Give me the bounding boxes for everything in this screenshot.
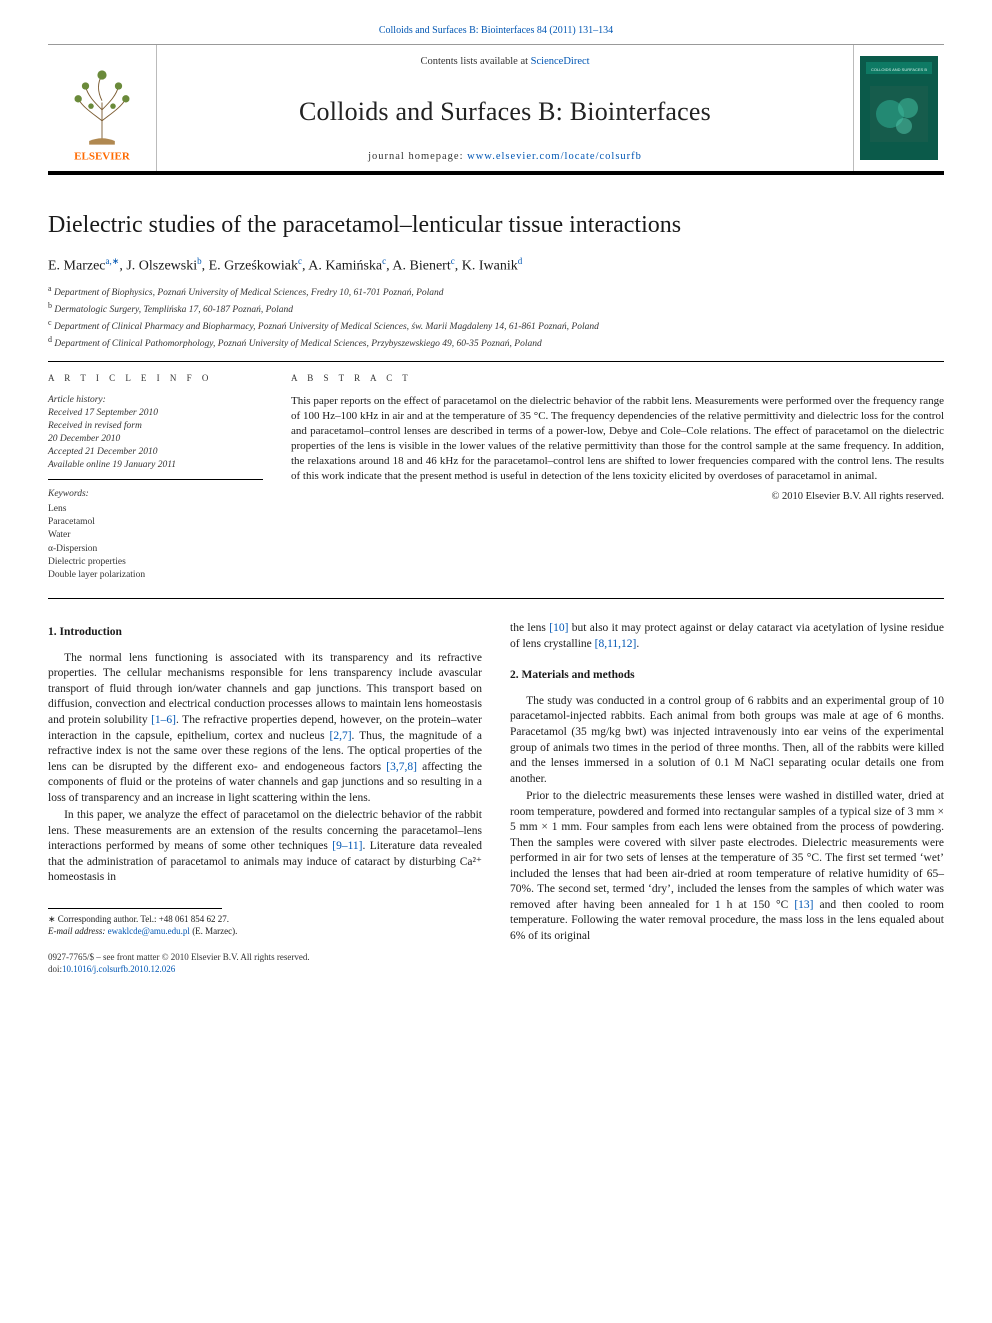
elsevier-logo: ELSEVIER: [48, 45, 156, 171]
journal-title: Colloids and Surfaces B: Biointerfaces: [167, 94, 843, 129]
article-info-heading: a r t i c l e i n f o: [48, 372, 263, 384]
citation-link[interactable]: [3,7,8]: [386, 761, 417, 773]
abstract-heading: a b s t r a c t: [291, 372, 944, 384]
corresponding-author-footnote: ∗ Corresponding author. Tel.: +48 061 85…: [48, 913, 482, 937]
front-matter-footer: 0927-7765/$ – see front matter © 2010 El…: [48, 951, 482, 975]
citation-link[interactable]: [10]: [549, 622, 568, 634]
doi-link[interactable]: 10.1016/j.colsurfb.2010.12.026: [62, 964, 175, 974]
contents-available-line: Contents lists available at ScienceDirec…: [167, 55, 843, 69]
rule: [48, 361, 944, 362]
affiliations: a Department of Biophysics, Poznań Unive…: [48, 284, 944, 351]
citation-link[interactable]: [1–6]: [151, 714, 176, 726]
running-citation: Colloids and Surfaces B: Biointerfaces 8…: [48, 24, 944, 38]
abstract-block: a b s t r a c t This paper reports on th…: [291, 372, 944, 582]
section-heading-methods: 2. Materials and methods: [510, 668, 944, 684]
article-title: Dielectric studies of the paracetamol–le…: [48, 209, 944, 241]
journal-cover-thumb: COLLOIDS AND SURFACES B: [854, 45, 944, 171]
keywords: Keywords: Lens Paracetamol Water α-Dispe…: [48, 488, 263, 582]
journal-homepage-link[interactable]: www.elsevier.com/locate/colsurfb: [467, 151, 642, 162]
rule: [48, 598, 944, 599]
author-list: E. Marzeca,∗, J. Olszewskib, E. Grześkow…: [48, 255, 944, 277]
body-text: 1. Introduction The normal lens function…: [48, 621, 944, 975]
article-history: Article history: Received 17 September 2…: [48, 394, 263, 480]
footnote-rule: [48, 908, 222, 909]
journal-header: ELSEVIER Contents lists available at Sci…: [48, 44, 944, 175]
email-link[interactable]: ewaklcde@amu.edu.pl: [108, 926, 190, 936]
citation-link[interactable]: [13]: [794, 899, 813, 911]
abstract-text: This paper reports on the effect of para…: [291, 394, 944, 483]
elsevier-wordmark: ELSEVIER: [74, 150, 131, 162]
citation-link[interactable]: [9–11]: [332, 840, 362, 852]
article-info-block: a r t i c l e i n f o Article history: R…: [48, 372, 263, 582]
citation-link[interactable]: [8,11,12]: [595, 638, 637, 650]
citation-link[interactable]: [2,7]: [329, 730, 351, 742]
sciencedirect-link[interactable]: ScienceDirect: [531, 56, 590, 67]
journal-homepage-line: journal homepage: www.elsevier.com/locat…: [167, 150, 843, 164]
abstract-copyright: © 2010 Elsevier B.V. All rights reserved…: [291, 490, 944, 504]
section-heading-intro: 1. Introduction: [48, 625, 482, 641]
svg-text:COLLOIDS AND SURFACES B: COLLOIDS AND SURFACES B: [871, 67, 927, 72]
